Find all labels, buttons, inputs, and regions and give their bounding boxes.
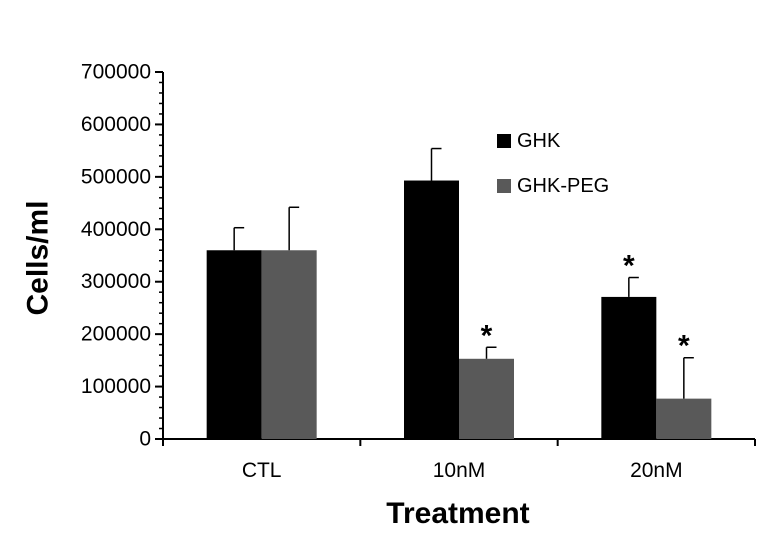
bar-ghk-ctl [206, 250, 262, 439]
y-tick-label: 600000 [81, 113, 151, 136]
x-axis-title: Treatment [386, 497, 529, 530]
error-bars [233, 147, 694, 399]
x-category-label: 10nM [433, 459, 486, 482]
bar-ghk-peg-ctl [261, 250, 317, 439]
y-tick-label: 0 [139, 428, 151, 451]
y-tick-label: 400000 [81, 218, 151, 241]
significance-mark: * [481, 319, 493, 352]
x-category-label: 20nM [630, 459, 683, 482]
y-tick-label: 100000 [81, 375, 151, 398]
legend-swatch [497, 134, 511, 148]
legend-label: GHK-PEG [517, 175, 609, 197]
significance-mark: * [623, 250, 635, 283]
bar-ghk-peg-10nm [459, 358, 514, 439]
legend-swatch [497, 179, 511, 193]
bar-ghk-10nm [404, 180, 459, 439]
x-category-label: CTL [242, 459, 282, 482]
x-category-labels: CTL 10nM 20nM [242, 459, 683, 482]
y-tick-labels: 0 100000 200000 300000 400000 500000 600000 700… [81, 61, 151, 451]
legend: GHK GHK-PEG [497, 130, 609, 197]
significance-mark: * [678, 330, 690, 363]
bar-ghk-20nm [601, 296, 657, 439]
bars [206, 180, 712, 439]
significance-marks: * * * [481, 250, 690, 363]
legend-label: GHK [517, 130, 561, 152]
y-tick-label: 700000 [81, 61, 151, 84]
y-axis-title: Cells/ml [22, 200, 55, 315]
y-tick-label: 500000 [81, 165, 151, 188]
y-tick-label: 300000 [81, 270, 151, 293]
bar-ghk-peg-20nm [656, 398, 712, 439]
y-tick-label: 200000 [81, 323, 151, 346]
